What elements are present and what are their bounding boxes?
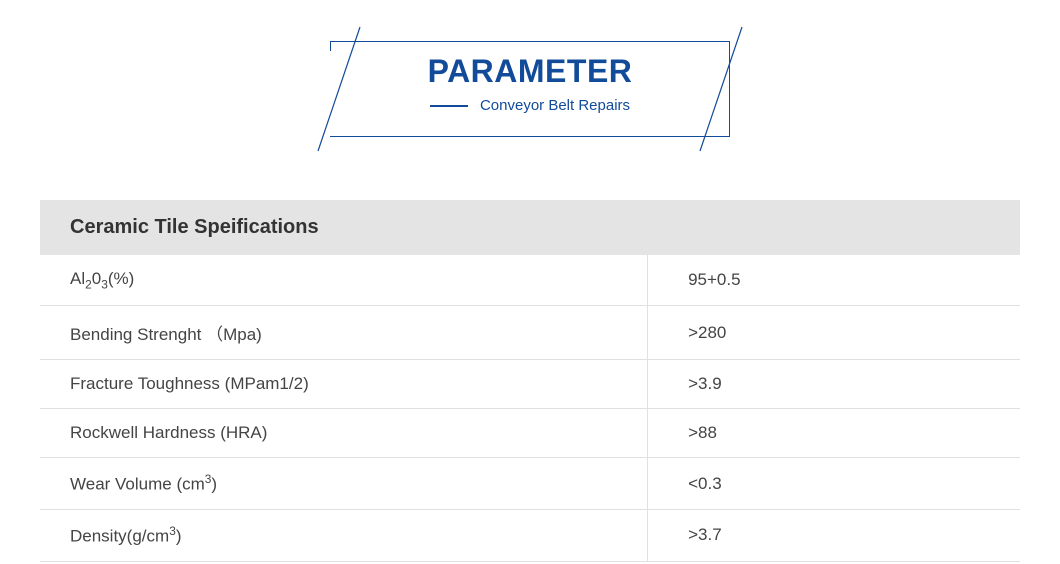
row-label: Wear Volume (cm3) <box>40 458 648 510</box>
table-row: Al203(%)95+0.5 <box>40 255 1020 306</box>
subtitle-text: Conveyor Belt Repairs <box>480 97 630 114</box>
table-title: Ceramic Tile Speifications <box>40 200 1020 255</box>
row-value: >88 <box>648 409 1020 458</box>
row-label: Bending Strenght （Mpa) <box>40 306 648 360</box>
subtitle-dash <box>430 105 468 107</box>
table-row: Density(g/cm3)>3.7 <box>40 510 1020 562</box>
header-rect-left-stub <box>330 41 331 51</box>
row-value: 95+0.5 <box>648 255 1020 306</box>
row-value: >3.7 <box>648 510 1020 562</box>
row-label: Al203(%) <box>40 255 648 306</box>
header-ornament: PARAMETER Conveyor Belt Repairs <box>0 39 1060 139</box>
page-subtitle: Conveyor Belt Repairs <box>300 97 760 114</box>
spec-table: Ceramic Tile Speifications Al203(%)95+0.… <box>40 200 1020 562</box>
table-body: Al203(%)95+0.5Bending Strenght （Mpa)>280… <box>40 255 1020 562</box>
page-title: PARAMETER <box>300 53 760 90</box>
table-row: Rockwell Hardness (HRA)>88 <box>40 409 1020 458</box>
row-value: >280 <box>648 306 1020 360</box>
table-row: Wear Volume (cm3)<0.3 <box>40 458 1020 510</box>
table-row: Fracture Toughness (MPam1/2)>3.9 <box>40 360 1020 409</box>
row-label: Fracture Toughness (MPam1/2) <box>40 360 648 409</box>
table-row: Bending Strenght （Mpa)>280 <box>40 306 1020 360</box>
row-value: <0.3 <box>648 458 1020 510</box>
row-label: Rockwell Hardness (HRA) <box>40 409 648 458</box>
row-label: Density(g/cm3) <box>40 510 648 562</box>
row-value: >3.9 <box>648 360 1020 409</box>
